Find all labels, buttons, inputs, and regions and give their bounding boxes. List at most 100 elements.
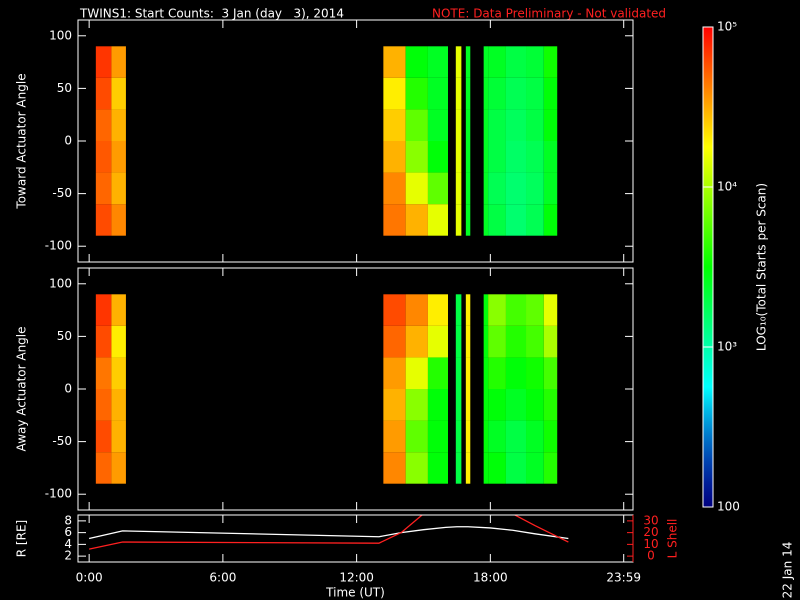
heat-cell xyxy=(111,77,126,110)
heat-cell xyxy=(465,77,471,110)
heat-cell xyxy=(383,294,406,326)
heat-cell xyxy=(405,325,428,358)
heat-cell xyxy=(427,389,448,421)
heat-cell xyxy=(465,357,471,389)
heat-cell xyxy=(488,452,506,484)
heat-cell xyxy=(95,109,112,141)
heat-cell xyxy=(465,389,471,421)
series-line xyxy=(89,515,569,550)
y-tick-label: 50 xyxy=(57,329,72,343)
heat-cell xyxy=(526,452,544,484)
heat-cell xyxy=(526,46,544,78)
y-tick-label: 4 xyxy=(64,537,72,551)
heat-cell xyxy=(405,109,428,141)
heat-cell xyxy=(455,46,462,78)
x-tick-label: 18:00 xyxy=(473,571,508,585)
heat-cell xyxy=(455,172,462,205)
heat-cell xyxy=(111,172,126,205)
y-axis-label: R [RE] xyxy=(15,520,29,557)
y-axis-label: Away Actuator Angle xyxy=(15,326,29,451)
heat-cell xyxy=(95,141,112,173)
heat-cell xyxy=(95,420,112,453)
heat-cell xyxy=(483,172,489,205)
heat-cell xyxy=(455,357,462,389)
heat-cell xyxy=(488,77,506,110)
heat-cell xyxy=(455,109,462,141)
y-tick-label: -100 xyxy=(45,239,72,253)
heat-cell xyxy=(543,46,558,78)
x-axis-label: Time (UT) xyxy=(325,586,385,600)
heat-cell xyxy=(526,294,544,326)
heat-cell xyxy=(483,452,489,484)
heat-cell xyxy=(427,109,448,141)
y-tick-label: 6 xyxy=(64,525,72,539)
heat-cell xyxy=(465,46,471,78)
heat-cell xyxy=(111,109,126,141)
heat-cell xyxy=(505,172,527,205)
heat-cell xyxy=(483,141,489,173)
heat-cell xyxy=(405,389,428,421)
heat-cell xyxy=(95,357,112,389)
heat-cell xyxy=(455,141,462,173)
heat-cell xyxy=(455,204,462,236)
colorbar-label: LOG₁₀(Total Starts per Scan) xyxy=(755,183,769,351)
heat-cell xyxy=(488,420,506,453)
heat-cell xyxy=(383,420,406,453)
heat-cell xyxy=(465,109,471,141)
heat-cell xyxy=(405,77,428,110)
heat-cell xyxy=(95,294,112,326)
heat-cell xyxy=(427,204,448,236)
y-tick-label: 50 xyxy=(57,81,72,95)
heat-cell xyxy=(383,172,406,205)
heat-cell xyxy=(543,109,558,141)
heat-cell xyxy=(427,46,448,78)
heat-cell xyxy=(526,389,544,421)
heat-cell xyxy=(543,172,558,205)
colorbar-tick-label: 10³ xyxy=(717,340,737,354)
heat-cell xyxy=(405,294,428,326)
colorbar xyxy=(702,26,714,508)
heat-cell xyxy=(488,294,506,326)
y-tick-label: 2 xyxy=(64,549,72,563)
heat-cell xyxy=(488,357,506,389)
y-tick-label: -50 xyxy=(52,434,72,448)
heat-cell xyxy=(455,389,462,421)
heat-cell xyxy=(383,141,406,173)
y-tick-label: 100 xyxy=(49,276,72,290)
heat-cell xyxy=(526,141,544,173)
heat-cell xyxy=(488,172,506,205)
colorbar-tick-label: 10⁵ xyxy=(717,20,737,34)
heat-cell xyxy=(505,420,527,453)
heat-cell xyxy=(405,420,428,453)
heat-cell xyxy=(111,325,126,358)
heat-cell xyxy=(455,452,462,484)
heat-cell xyxy=(383,357,406,389)
y2-tick-label: 20 xyxy=(643,525,658,539)
y-tick-label: 8 xyxy=(64,513,72,527)
heat-cell xyxy=(111,452,126,484)
heat-cell xyxy=(543,141,558,173)
heat-cell xyxy=(526,204,544,236)
heat-cell xyxy=(95,325,112,358)
heat-cell xyxy=(111,46,126,78)
y-tick-label: -50 xyxy=(52,186,72,200)
y-tick-label: -100 xyxy=(45,487,72,501)
heat-cell xyxy=(505,294,527,326)
y-tick-label: 0 xyxy=(64,382,72,396)
heat-cell xyxy=(483,420,489,453)
heat-cell xyxy=(405,452,428,484)
heat-cell xyxy=(427,77,448,110)
heat-cell xyxy=(383,46,406,78)
heat-cell xyxy=(543,389,558,421)
heat-cell xyxy=(95,204,112,236)
heat-cell xyxy=(483,77,489,110)
heat-cell xyxy=(455,77,462,110)
heat-cell xyxy=(505,141,527,173)
heat-cell xyxy=(111,357,126,389)
heat-cell xyxy=(526,109,544,141)
colorbar-tick-label: 100 xyxy=(717,500,740,514)
heat-cell xyxy=(488,389,506,421)
heat-cell xyxy=(488,325,506,358)
heat-cell xyxy=(488,46,506,78)
heat-cell xyxy=(427,141,448,173)
